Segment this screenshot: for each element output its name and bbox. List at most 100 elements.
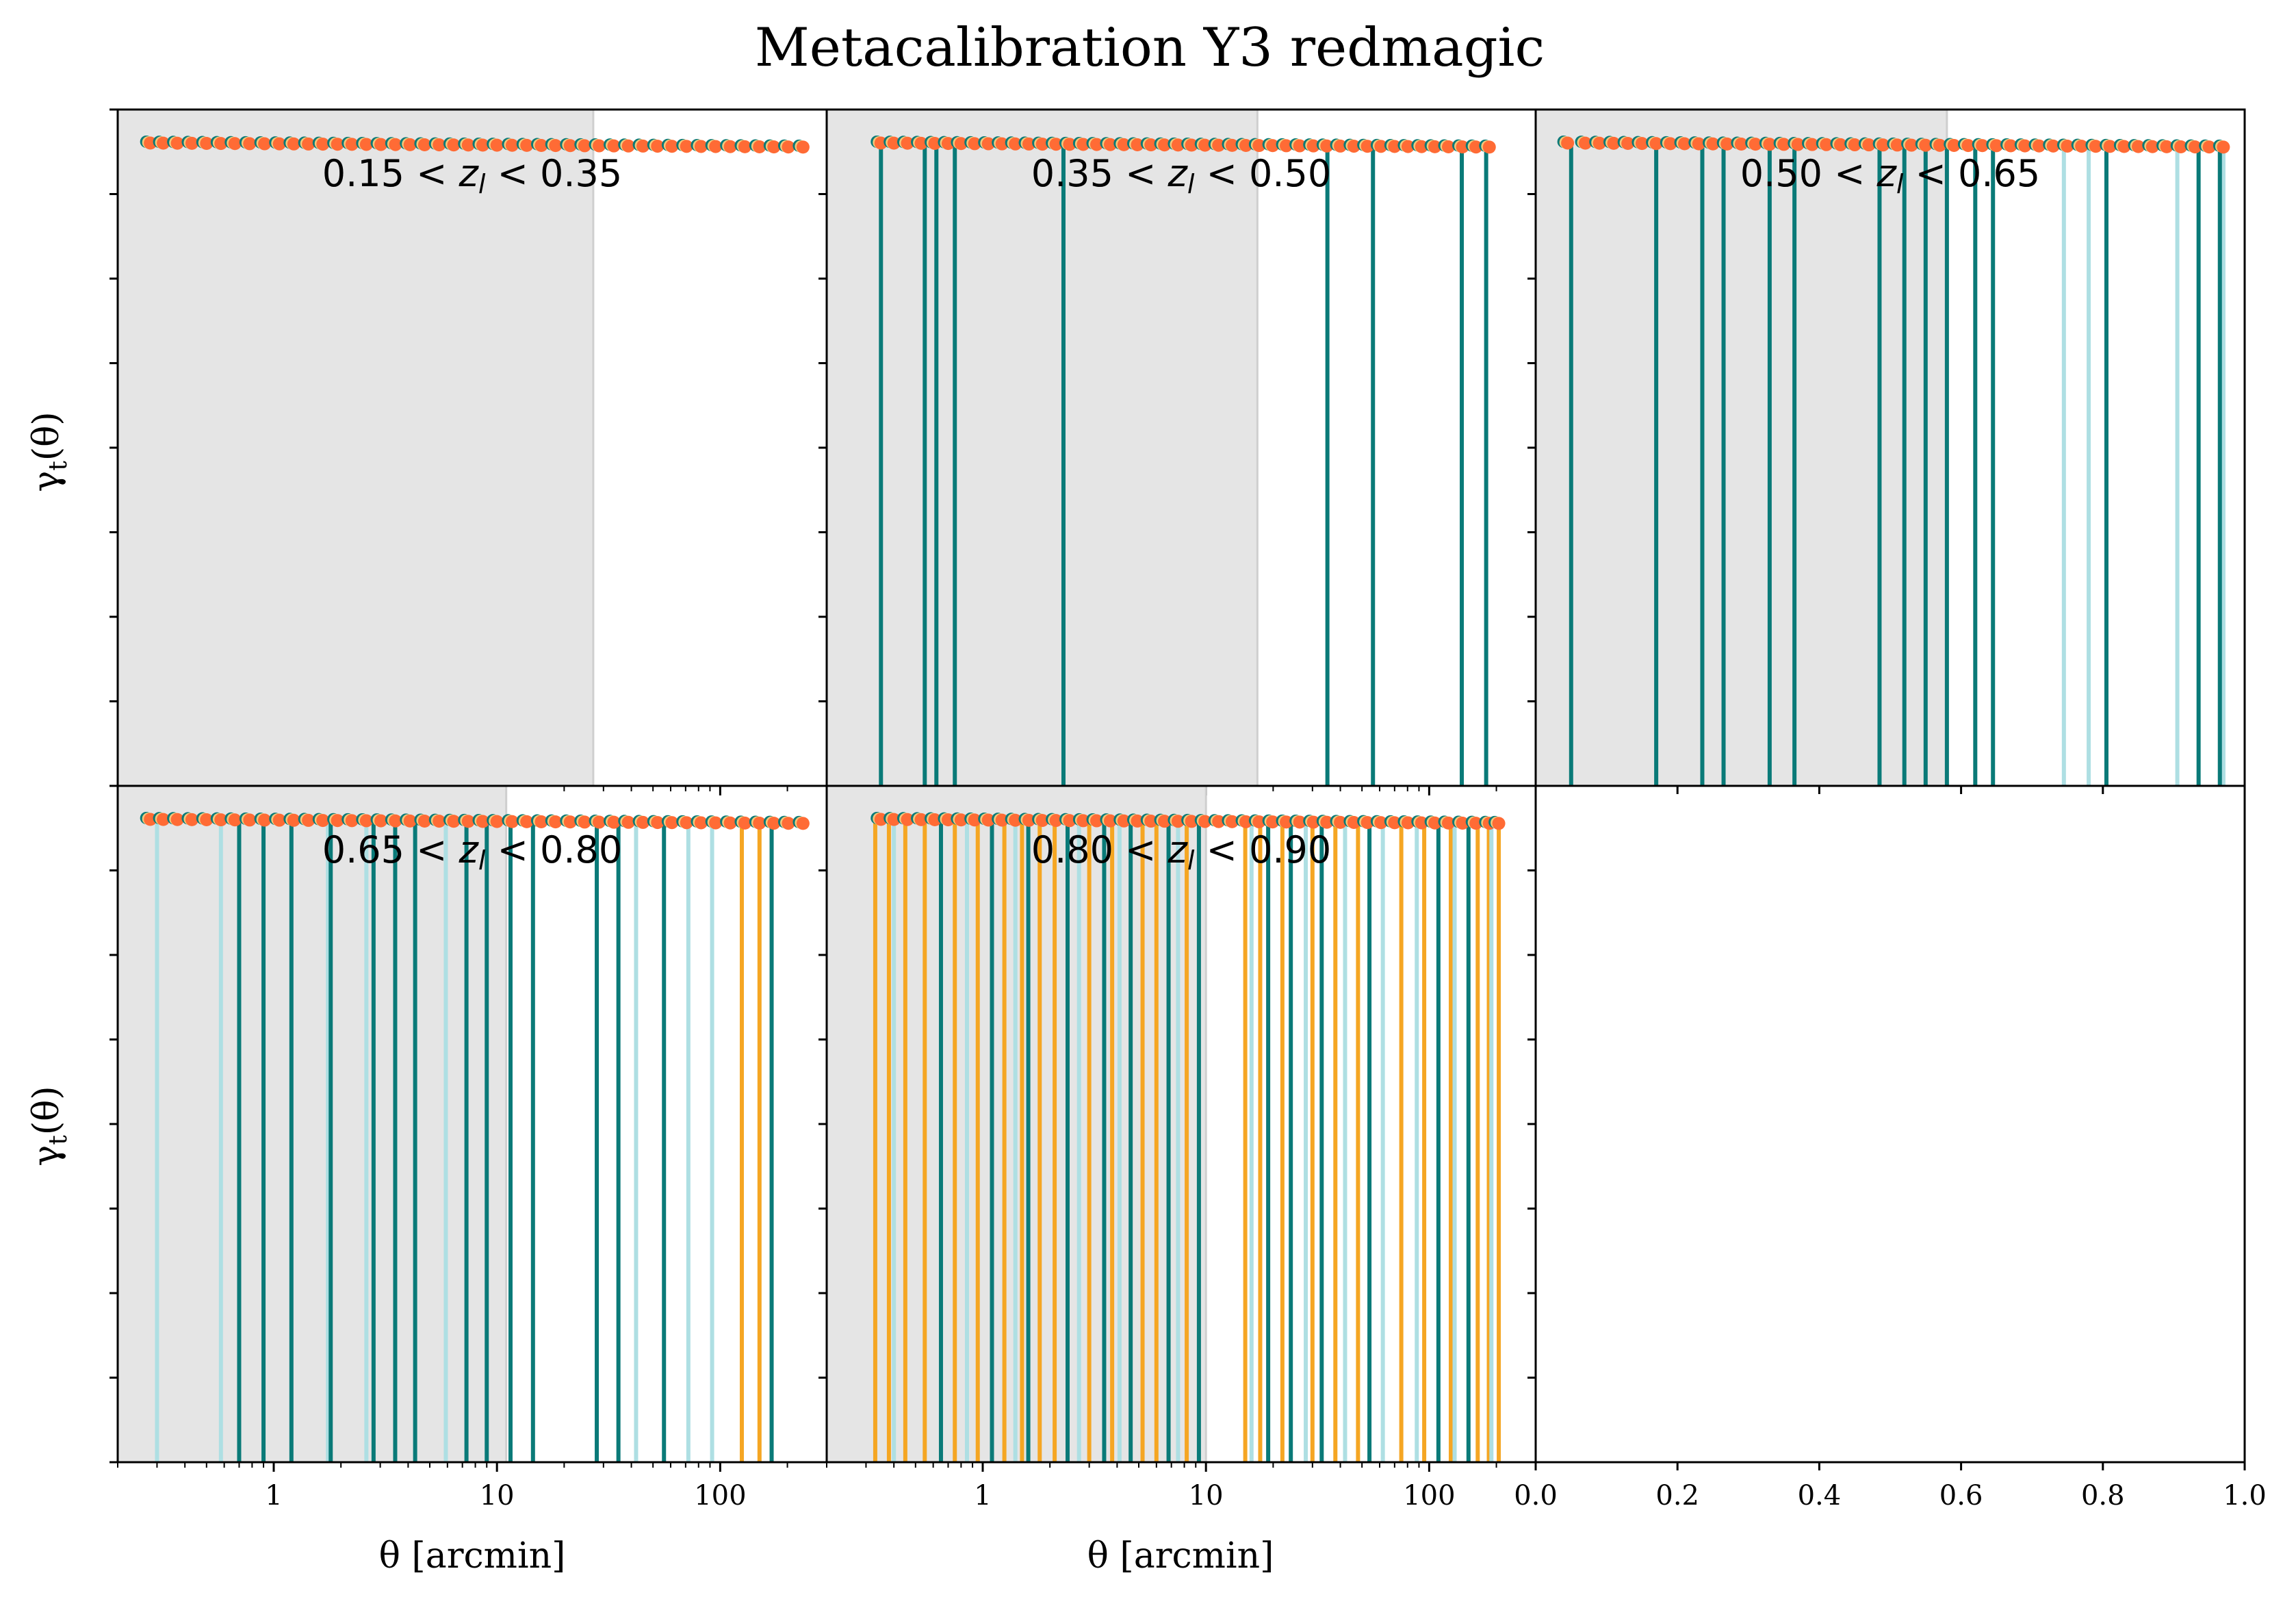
data-point [2046, 139, 2060, 153]
xlabel-left: θ [arcmin] [379, 1535, 566, 1577]
scale-cut-region [827, 110, 1258, 786]
data-point [403, 138, 417, 151]
data-point [1734, 138, 1748, 151]
data-point [665, 816, 679, 830]
data-point [1833, 138, 1847, 151]
data-point [694, 816, 708, 830]
data-point [1022, 813, 1035, 827]
data-point [389, 814, 402, 828]
data-point [447, 138, 461, 152]
data-point [287, 137, 300, 151]
data-point [1876, 138, 1890, 152]
data-point [302, 813, 315, 827]
data-point [954, 137, 968, 151]
data-point [968, 813, 981, 827]
data-point [563, 139, 577, 153]
data-point [1360, 140, 1374, 153]
data-point [1252, 815, 1266, 829]
data-point [1103, 138, 1117, 151]
data-point [1360, 816, 1374, 830]
data-point [723, 140, 737, 153]
data-point [1347, 140, 1360, 153]
data-point [2089, 140, 2102, 153]
data-point [228, 813, 242, 827]
data-point [1469, 817, 1483, 830]
data-point [403, 814, 417, 828]
data-point [1347, 815, 1360, 829]
data-point [796, 140, 810, 154]
data-point [1561, 136, 1575, 150]
data-point [1022, 137, 1035, 151]
ylabel-top: γt(θ) [26, 411, 73, 492]
data-point [680, 816, 693, 830]
x-tick-label: 0.6 [1939, 1480, 1983, 1511]
data-point [1117, 814, 1131, 828]
data-point [709, 140, 723, 153]
x-tick-label: 10 [480, 1480, 515, 1511]
data-point [1171, 815, 1185, 828]
data-point [1890, 138, 1904, 152]
data-point [316, 814, 330, 828]
data-point [621, 815, 635, 829]
data-point [302, 137, 315, 151]
data-point [374, 814, 388, 828]
data-point [185, 136, 198, 150]
panel-label: 0.15 < zl < 0.35 [322, 152, 623, 199]
data-point [1320, 815, 1334, 829]
data-point [1306, 139, 1320, 153]
data-point [1848, 138, 1861, 152]
data-point [1225, 138, 1239, 152]
panel-label: 0.50 < zl < 0.65 [1740, 152, 2041, 199]
panels-group: 0.15 < zl < 0.35 0.35 < zl < 0.50 0.50 < z… [109, 108, 2267, 1511]
data-point [914, 136, 928, 150]
x-tick-label: 0.4 [1798, 1480, 1842, 1511]
panel-2: 0.35 < zl < 0.50 [818, 108, 1537, 795]
data-point [901, 136, 914, 150]
data-point [665, 140, 679, 153]
data-point [1607, 136, 1621, 150]
data-point [1706, 137, 1720, 151]
data-point [1225, 815, 1239, 828]
data-point [520, 815, 534, 828]
data-point [2174, 140, 2188, 153]
data-point [1933, 138, 1947, 152]
data-point [887, 136, 901, 150]
data-point [981, 137, 995, 151]
data-point [1592, 136, 1606, 150]
data-point [753, 140, 766, 153]
data-point [389, 138, 402, 151]
data-point [243, 813, 257, 827]
data-point [2132, 140, 2145, 153]
data-point [995, 137, 1009, 151]
x-tick-label: 0.8 [2081, 1480, 2125, 1511]
data-point [2217, 140, 2230, 154]
data-point [2075, 140, 2089, 153]
data-point [651, 140, 665, 153]
data-point [1720, 137, 1734, 151]
data-point [1280, 815, 1293, 829]
data-point [374, 138, 388, 151]
data-point [345, 814, 359, 828]
data-point [954, 813, 968, 827]
data-point [1185, 138, 1198, 152]
x-tick-label: 0.2 [1655, 1480, 1699, 1511]
data-point [2188, 140, 2202, 154]
data-point [1947, 138, 1961, 152]
data-point [157, 813, 170, 826]
data-point [490, 815, 504, 828]
data-point [490, 138, 504, 152]
data-point [476, 138, 489, 152]
data-point [928, 137, 942, 151]
data-point [534, 815, 548, 829]
data-point [782, 140, 795, 154]
data-point [1063, 814, 1076, 828]
data-point [2160, 140, 2174, 153]
data-point [2202, 140, 2216, 154]
data-point [1131, 138, 1144, 151]
data-point [331, 138, 344, 151]
panel-6: 0.0 0.2 0.4 0.6 0.8 1.0 [1514, 784, 2267, 1511]
scale-cut-region [118, 786, 506, 1462]
panel-5: 1 10 100 0.80 < zl < 0.90 [818, 784, 1537, 1511]
data-point [1131, 814, 1144, 828]
